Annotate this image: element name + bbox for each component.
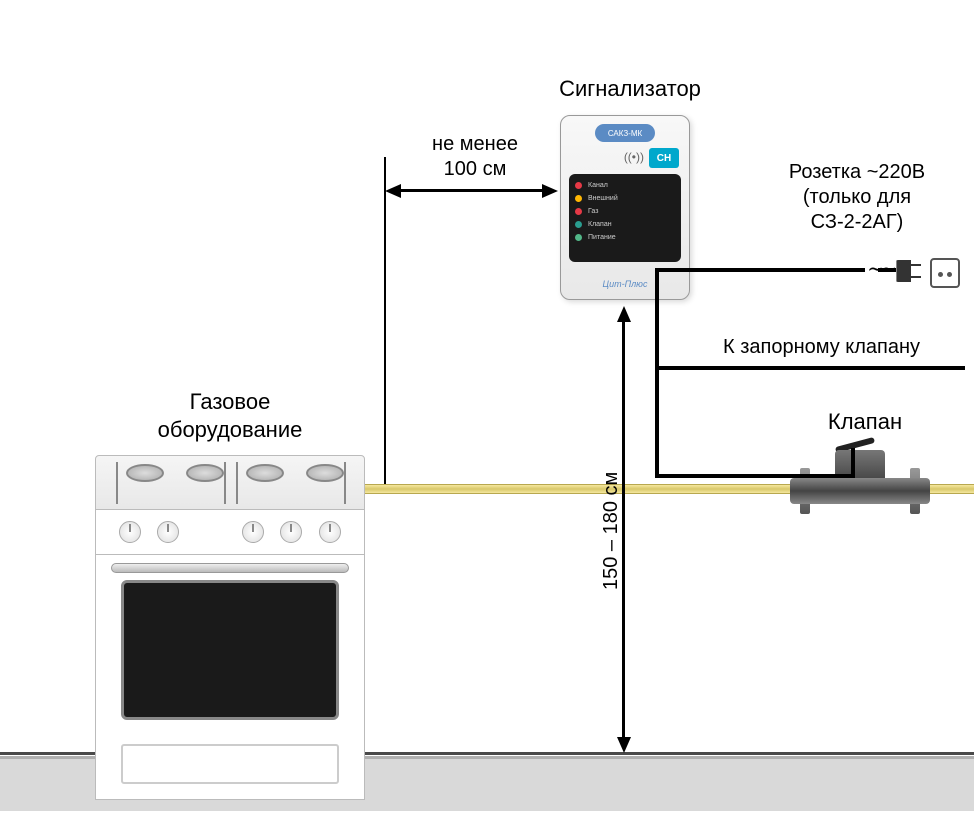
detector-led-row: Внешний [575, 195, 675, 202]
wire-outlet-h2 [878, 268, 896, 272]
hdim-line [398, 189, 545, 192]
stove-knob [280, 521, 302, 543]
detector-badge: CH [649, 148, 679, 168]
stove-label-1: Газовое [190, 389, 271, 414]
wire-outlet-h [655, 268, 865, 272]
arrow-left-icon [385, 184, 401, 198]
detector-panel: Канал Внешний Газ Клапан Питание [569, 174, 681, 262]
stove-knob [119, 521, 141, 543]
outlet-2: (только для [803, 186, 911, 208]
stove-knob [242, 521, 264, 543]
led-text: Канал [588, 182, 608, 189]
detector-brand: САКЗ-МК [595, 124, 655, 142]
valve-body [790, 478, 930, 504]
gas-detector: САКЗ-МК ((•)) CH Канал Внешний Газ Клапан Пи… [560, 115, 690, 300]
wire-valve-h1 [655, 366, 965, 370]
detector-led-row: Питание [575, 234, 675, 241]
detector-led-row: Канал [575, 182, 675, 189]
sound-icon: ((•)) [624, 150, 644, 164]
shutoff-valve [790, 450, 930, 520]
detector-logo: Цит-Плюс [603, 279, 648, 289]
led-text: Питание [588, 234, 616, 241]
gas-pipe-left [365, 484, 795, 494]
gas-pipe-right [925, 484, 974, 494]
led-text: Клапан [588, 221, 612, 228]
wire-outlet-v [655, 268, 659, 304]
vdim-line [622, 320, 625, 740]
oven-window [121, 580, 339, 720]
wire-valve-v2 [851, 448, 855, 478]
hdim-2: 100 см [444, 158, 507, 180]
gas-stove [95, 455, 365, 800]
stove-control-panel [95, 510, 365, 555]
led-icon [575, 221, 582, 228]
outlet-3: СЗ-2-2АГ) [811, 211, 904, 233]
arrow-right-icon [542, 184, 558, 198]
led-icon [575, 195, 582, 202]
valve-label: Клапан [800, 408, 930, 436]
led-icon [575, 234, 582, 241]
valve-wire-label: К запорному клапану [723, 335, 973, 360]
stove-knob [319, 521, 341, 543]
stove-knob [157, 521, 179, 543]
detector-led-row: Клапан [575, 221, 675, 228]
hdim-label: не менее 100 см [395, 132, 555, 182]
hdim-1: не менее [432, 133, 518, 155]
stove-oven [95, 555, 365, 800]
led-icon [575, 208, 582, 215]
vdim-label: 150 – 180 см [600, 472, 623, 590]
oven-handle [111, 563, 349, 573]
detector-label: Сигнализатор [530, 75, 730, 103]
wire-valve-h2 [655, 474, 855, 478]
led-text: Внешний [588, 195, 618, 202]
stove-label-2: оборудование [158, 417, 303, 442]
wire-main-drop [655, 300, 659, 478]
led-icon [575, 182, 582, 189]
detector-led-row: Газ [575, 208, 675, 215]
stove-label: Газовое оборудование [115, 388, 345, 443]
stove-drawer [121, 744, 339, 784]
power-plug [895, 260, 923, 282]
arrow-down-icon [617, 737, 631, 753]
hdim-ext [384, 157, 386, 484]
outlet-label: Розетка ~220В (только для СЗ-2-2АГ) [752, 160, 962, 235]
stove-cooktop [95, 455, 365, 510]
wall-outlet [930, 258, 960, 288]
led-text: Газ [588, 208, 598, 215]
outlet-1: Розетка ~220В [789, 161, 925, 183]
arrow-up-icon [617, 306, 631, 322]
